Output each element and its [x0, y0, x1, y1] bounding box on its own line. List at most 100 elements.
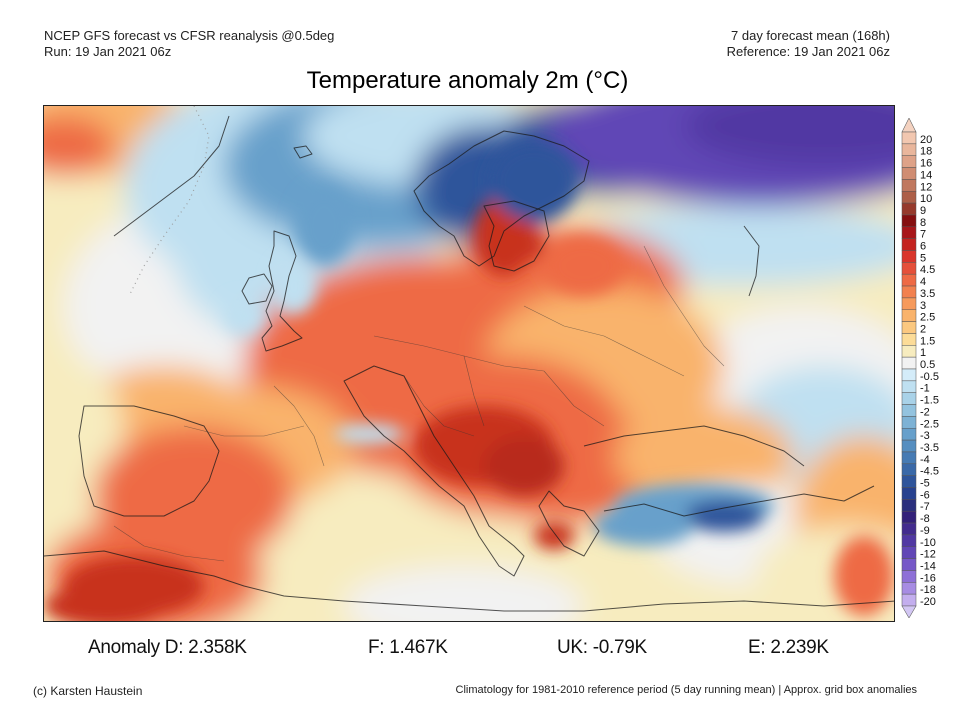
reference-time: Reference: 19 Jan 2021 06z — [726, 44, 890, 59]
colorbar-label: -8 — [920, 513, 930, 525]
colorbar-label: -14 — [920, 560, 936, 572]
anomaly-region — [344, 566, 584, 621]
coastline — [538, 490, 600, 557]
coastline — [483, 200, 550, 272]
country-border — [403, 375, 475, 437]
colorbar-label: 10 — [920, 193, 932, 205]
colorbar-max-arrow — [901, 117, 917, 133]
colorbar-label: -3.5 — [920, 442, 939, 454]
colorbar-label: 3 — [920, 300, 926, 312]
colorbar-label: -3 — [920, 430, 930, 442]
coastline — [583, 425, 805, 467]
colorbar-swatch — [901, 380, 917, 393]
colorbar-label: 9 — [920, 205, 926, 217]
coastline — [413, 130, 590, 267]
anomaly-map-canvas — [44, 106, 894, 621]
temperature-field — [44, 106, 894, 621]
coastline — [603, 485, 875, 517]
colorbar-label: -10 — [920, 537, 936, 549]
coastline — [44, 550, 894, 612]
colorbar-label: -2 — [920, 406, 930, 418]
colorbar-label: 16 — [920, 158, 932, 170]
colorbar-label: 3.5 — [920, 288, 935, 300]
colorbar-label: -20 — [920, 596, 936, 608]
anomaly-detail — [484, 436, 564, 496]
colorbar-label: 12 — [920, 181, 932, 193]
colorbar-swatch — [901, 416, 917, 429]
colorbar-swatch — [901, 475, 917, 488]
colorbar-label: 8 — [920, 217, 926, 229]
colorbar-label: -4 — [920, 454, 930, 466]
anomaly-detail — [594, 506, 694, 546]
country-border — [113, 525, 225, 562]
colorbar-swatch — [901, 226, 917, 239]
colorbar-swatch — [901, 155, 917, 168]
header-left: NCEP GFS forecast vs CFSR reanalysis @0.… — [44, 28, 334, 60]
colorbar-label: 0.5 — [920, 359, 935, 371]
colorbar-swatch — [901, 131, 917, 145]
colorbar-swatch — [901, 250, 917, 263]
anomaly-detail — [489, 141, 579, 221]
anomaly-region — [684, 106, 894, 166]
colorbar-label: -12 — [920, 549, 936, 561]
colorbar-swatch — [901, 262, 917, 275]
colorbar-label: 4 — [920, 276, 926, 288]
anomaly-detail — [534, 522, 574, 550]
colorbar-swatch — [901, 167, 917, 180]
colorbar-label: -2.5 — [920, 418, 939, 430]
anomaly-detail — [544, 236, 624, 296]
colorbar-swatch — [901, 202, 917, 216]
colorbar-label: 2 — [920, 323, 926, 335]
colorbar-swatch — [901, 238, 917, 251]
coastline — [293, 145, 313, 159]
colorbar-label: -4.5 — [920, 466, 939, 478]
colorbar-swatch — [901, 321, 917, 334]
colorbar-label: 18 — [920, 146, 932, 158]
colorbar-swatch — [901, 345, 917, 358]
colorbar-swatch — [901, 309, 917, 322]
anomaly-detail — [272, 258, 316, 314]
coastline — [113, 115, 230, 237]
colorbar-label: -9 — [920, 525, 930, 537]
colorbar-label: -5 — [920, 478, 930, 490]
country-border — [273, 385, 325, 467]
anomaly-detail — [334, 424, 404, 444]
country-border — [463, 355, 485, 427]
map-title: Temperature anomaly 2m (°C) — [306, 67, 629, 94]
colorbar-swatch — [901, 439, 917, 453]
colorbar-swatch — [901, 214, 917, 228]
temperature-field-detail — [44, 141, 894, 621]
anomaly-detail — [224, 298, 264, 334]
climatology-note: Climatology for 1981-2010 reference peri… — [455, 684, 917, 696]
copyright: (c) Karsten Haustein — [33, 684, 143, 698]
colorbar-swatch — [901, 463, 917, 476]
country-border — [183, 425, 305, 437]
anomaly-uk: UK: -0.79K — [557, 637, 647, 658]
colorbar-swatch — [901, 356, 917, 370]
colorbar-label: 2.5 — [920, 312, 935, 324]
colorbar-swatch — [901, 499, 917, 512]
colorbar-label: 14 — [920, 169, 932, 181]
colorbar-swatch — [901, 285, 917, 299]
coastline — [261, 230, 303, 352]
anomaly-france: F: 1.467K — [368, 637, 448, 658]
coastline — [241, 273, 273, 305]
colorbar-label: -18 — [920, 584, 936, 596]
colorbar: 20 18 16 14 12 10 9 8 7 6 5 4.5 4 3.5 3 2.5 2 1.5 1 0.5 -0.5… — [898, 117, 960, 619]
anomaly-map — [43, 105, 895, 622]
anomaly-germany: Anomaly D: 2.358K — [88, 637, 247, 658]
colorbar-label: -6 — [920, 489, 930, 501]
anomaly-detail — [834, 536, 894, 616]
anomaly-detail — [684, 500, 764, 532]
run-time: Run: 19 Jan 2021 06z — [44, 44, 172, 59]
colorbar-label: -16 — [920, 572, 936, 584]
colorbar-label: 7 — [920, 229, 926, 241]
colorbar-swatch — [901, 558, 917, 571]
colorbar-swatch — [901, 582, 917, 595]
colorbar-swatch — [901, 570, 917, 583]
colorbar-label: 6 — [920, 241, 926, 253]
anomaly-region — [44, 116, 114, 176]
anomaly-region — [614, 406, 794, 506]
colorbar-swatch — [901, 510, 917, 524]
colorbar-swatch — [901, 392, 917, 405]
